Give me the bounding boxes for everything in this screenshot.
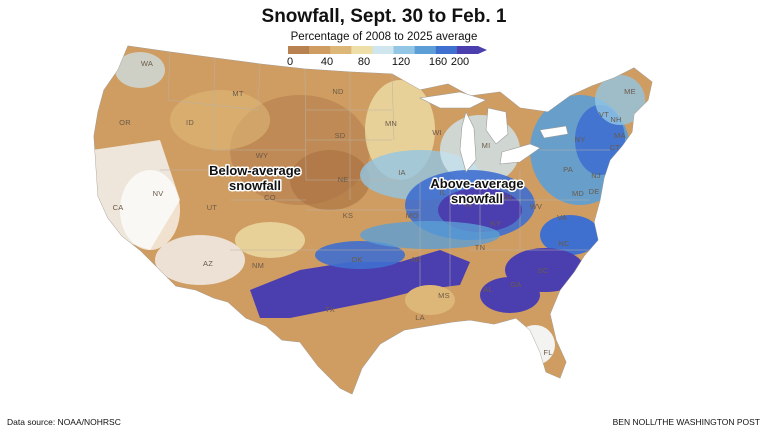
state-label-id: ID — [186, 118, 194, 127]
state-label-ut: UT — [207, 203, 218, 212]
state-label-ne: NE — [338, 175, 349, 184]
legend-tick: 120 — [391, 56, 411, 68]
state-label-wa: WA — [141, 59, 153, 68]
legend-color-bar — [288, 46, 487, 54]
state-label-nm: NM — [252, 261, 264, 270]
annotation-above-line1: Above-average — [430, 176, 523, 191]
state-label-tx: TX — [325, 305, 335, 314]
state-label-az: AZ — [203, 259, 213, 268]
state-label-mn: MN — [385, 119, 397, 128]
state-label-nv: NV — [153, 189, 164, 198]
state-label-la: LA — [415, 313, 425, 322]
state-label-ny: NY — [575, 135, 586, 144]
annotation-below-average: Below-average snowfall — [208, 162, 303, 195]
annotation-above-average: Above-average snowfall — [429, 175, 525, 208]
legend-band — [372, 46, 394, 54]
legend-band — [456, 46, 479, 54]
legend-arrow-icon — [478, 46, 487, 54]
state-label-co: CO — [264, 193, 276, 202]
state-label-de: DE — [589, 187, 600, 196]
state-label-oh: OH — [500, 193, 512, 202]
data-source: Data source: NOAA/NOHRSC — [7, 417, 121, 427]
state-label-ar: AR — [411, 255, 422, 264]
annotation-above-line2: snowfall — [451, 191, 503, 206]
state-label-sc: SC — [538, 266, 549, 275]
state-label-or: OR — [119, 118, 131, 127]
legend-band — [309, 46, 331, 54]
state-label-mo: MO — [406, 211, 418, 220]
state-label-wy: WY — [256, 151, 268, 160]
legend-band — [330, 46, 352, 54]
great-lakes — [419, 91, 569, 173]
map-title: Snowfall, Sept. 30 to Feb. 1 — [261, 6, 507, 27]
legend-band — [435, 46, 458, 54]
state-label-nd: ND — [332, 87, 344, 96]
state-label-me: ME — [624, 87, 636, 96]
legend-band — [414, 46, 437, 54]
state-label-nh: NH — [610, 115, 621, 124]
legend-tick: 0 — [286, 56, 294, 68]
snowfall-raster — [94, 46, 652, 394]
map-subtitle: Percentage of 2008 to 2025 average — [290, 31, 478, 43]
state-label-ct: CT — [610, 143, 621, 152]
state-label-mi: MI — [482, 141, 491, 150]
state-label-md: MD — [572, 189, 584, 198]
legend-band — [393, 46, 416, 54]
legend-tick: 80 — [357, 56, 371, 68]
annotation-below-line1: Below-average — [209, 163, 301, 178]
state-label-in: IN — [464, 200, 472, 209]
state-label-tn: TN — [475, 243, 485, 252]
state-label-ms: MS — [438, 291, 450, 300]
state-label-va: VA — [557, 213, 567, 222]
legend-tick: 160 — [428, 56, 448, 68]
state-label-nc: NC — [558, 239, 570, 248]
state-borders — [160, 51, 610, 290]
state-label-ga: GA — [510, 280, 521, 289]
state-label-pa: PA — [563, 165, 573, 174]
state-label-al: AL — [483, 285, 493, 294]
state-label-wv: WV — [530, 202, 542, 211]
state-label-ia: IA — [398, 168, 406, 177]
legend-tick: 40 — [320, 56, 334, 68]
state-label-fl: FL — [543, 348, 552, 357]
legend-band — [288, 46, 310, 54]
state-label-vt: VT — [599, 110, 609, 119]
state-labels: WA OR ID MT WY ND SD NE MN WI MI IA IL IN OH PA NY ME VTNH… — [113, 59, 636, 357]
legend-band — [351, 46, 373, 54]
state-label-nj: NJ — [591, 171, 601, 180]
state-label-il: IL — [440, 188, 447, 197]
color-legend: 0 40 80 120 160 200 — [286, 45, 488, 69]
credit-line: BEN NOLL/THE WASHINGTON POST — [612, 417, 760, 427]
state-label-sd: SD — [335, 131, 346, 140]
state-label-ma: MA — [614, 131, 626, 140]
state-label-ks: KS — [343, 211, 353, 220]
state-label-ok: OK — [351, 255, 362, 264]
state-label-ca: CA — [113, 203, 124, 212]
state-label-mt: MT — [232, 89, 243, 98]
legend-tick: 200 — [450, 56, 470, 68]
state-label-wi: WI — [432, 128, 442, 137]
annotation-below-line2: snowfall — [229, 178, 281, 193]
state-label-ky: KY — [491, 219, 501, 228]
